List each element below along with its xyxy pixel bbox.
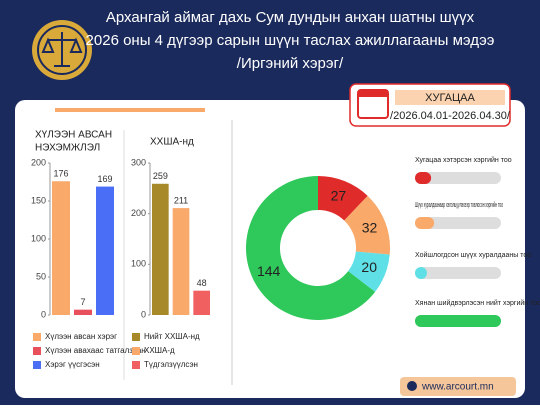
logo-ring bbox=[37, 25, 87, 75]
legend-label: Хугацаа хэтэрсэн хэргийн тоо bbox=[415, 156, 512, 164]
bar bbox=[152, 183, 169, 315]
data-label: 48 bbox=[197, 278, 207, 288]
progress-bar bbox=[415, 267, 427, 279]
legend-swatch bbox=[33, 333, 41, 341]
legend-label: ХХША-д bbox=[144, 346, 175, 355]
y-tick-label: 200 bbox=[131, 208, 146, 218]
bar bbox=[74, 309, 92, 315]
legend-swatch bbox=[132, 361, 140, 369]
footer-url: www.arcourt.mn bbox=[421, 382, 494, 393]
legend-label: Хүлээн авсан хэрэг bbox=[45, 332, 117, 341]
legend-label: Түдгэлзүүлсэн bbox=[144, 360, 198, 369]
progress-bar bbox=[415, 217, 435, 229]
period-range: /2026.04.01-2026.04.30/ bbox=[390, 110, 511, 122]
y-tick-label: 200 bbox=[31, 157, 46, 167]
accent bbox=[55, 108, 205, 112]
bar bbox=[193, 290, 210, 315]
data-label: 211 bbox=[174, 195, 188, 205]
globe-icon bbox=[407, 381, 417, 391]
data-label: 32 bbox=[362, 219, 378, 235]
progress-track bbox=[415, 267, 501, 279]
legend-label: Шүүх хуралдаанаар хэлэлцүүлэхээр товлосо… bbox=[415, 201, 503, 209]
legend-label: Хойшлогдсон шүүх хуралдааны тоо bbox=[415, 251, 531, 259]
progress-track bbox=[415, 217, 501, 229]
bar bbox=[172, 208, 190, 315]
period-band bbox=[395, 90, 505, 105]
donut-slice bbox=[246, 175, 376, 320]
progress-track bbox=[415, 172, 501, 184]
header-line: /Иргэний хэрэг/ bbox=[237, 55, 344, 72]
legend-swatch bbox=[132, 333, 140, 341]
data-label: 259 bbox=[153, 171, 168, 181]
data-label: 176 bbox=[53, 169, 68, 179]
header-line: Архангай аймаг дахь Сум дундын анхан шат… bbox=[106, 9, 475, 26]
y-tick-label: 50 bbox=[36, 271, 46, 281]
y-tick-label: 300 bbox=[131, 157, 146, 167]
progress-bar bbox=[415, 315, 501, 327]
chart-title: ХХША-нд bbox=[150, 137, 194, 148]
y-tick-label: 150 bbox=[31, 195, 46, 205]
period-label: ХУГАЦАА bbox=[425, 92, 475, 104]
donut-slice bbox=[344, 195, 390, 255]
y-tick-label: 0 bbox=[41, 309, 46, 319]
data-label: 169 bbox=[97, 174, 112, 184]
chart-title: ХҮЛЭЭН АВСАН bbox=[35, 130, 112, 141]
chart-title: НЭХЭМЖЛЭЛ bbox=[35, 143, 100, 154]
bar bbox=[52, 181, 70, 315]
legend-label: Хэрэг үүсгэсэн bbox=[45, 360, 100, 369]
legend-swatch bbox=[33, 361, 41, 369]
donut-slice bbox=[348, 251, 390, 292]
legend-swatch bbox=[33, 347, 41, 355]
y-tick-label: 100 bbox=[31, 233, 46, 243]
data-label: 20 bbox=[361, 259, 377, 275]
y-tick-label: 0 bbox=[141, 309, 146, 319]
progress-bar bbox=[415, 172, 432, 184]
logo-scales bbox=[41, 32, 83, 67]
legend-label: Нийт ХХША-нд bbox=[144, 332, 200, 341]
legend-label: Хянан шийдвэрлэсэн нийт хэргийн тоо bbox=[415, 299, 540, 307]
donut-slice bbox=[318, 176, 368, 221]
legend-swatch bbox=[132, 347, 140, 355]
bar bbox=[96, 186, 114, 315]
footer-box bbox=[400, 377, 516, 396]
calendar-top bbox=[358, 90, 388, 97]
data-label: 7 bbox=[80, 297, 85, 307]
data-label: 144 bbox=[257, 263, 281, 279]
y-tick-label: 100 bbox=[131, 259, 146, 269]
legend-label: Хүлээн авахаас татгалзсан bbox=[45, 346, 146, 355]
data-label: 27 bbox=[331, 188, 347, 204]
header-line: 2026 оны 4 дүгээр сарын шүүн таслах ажил… bbox=[86, 32, 495, 49]
